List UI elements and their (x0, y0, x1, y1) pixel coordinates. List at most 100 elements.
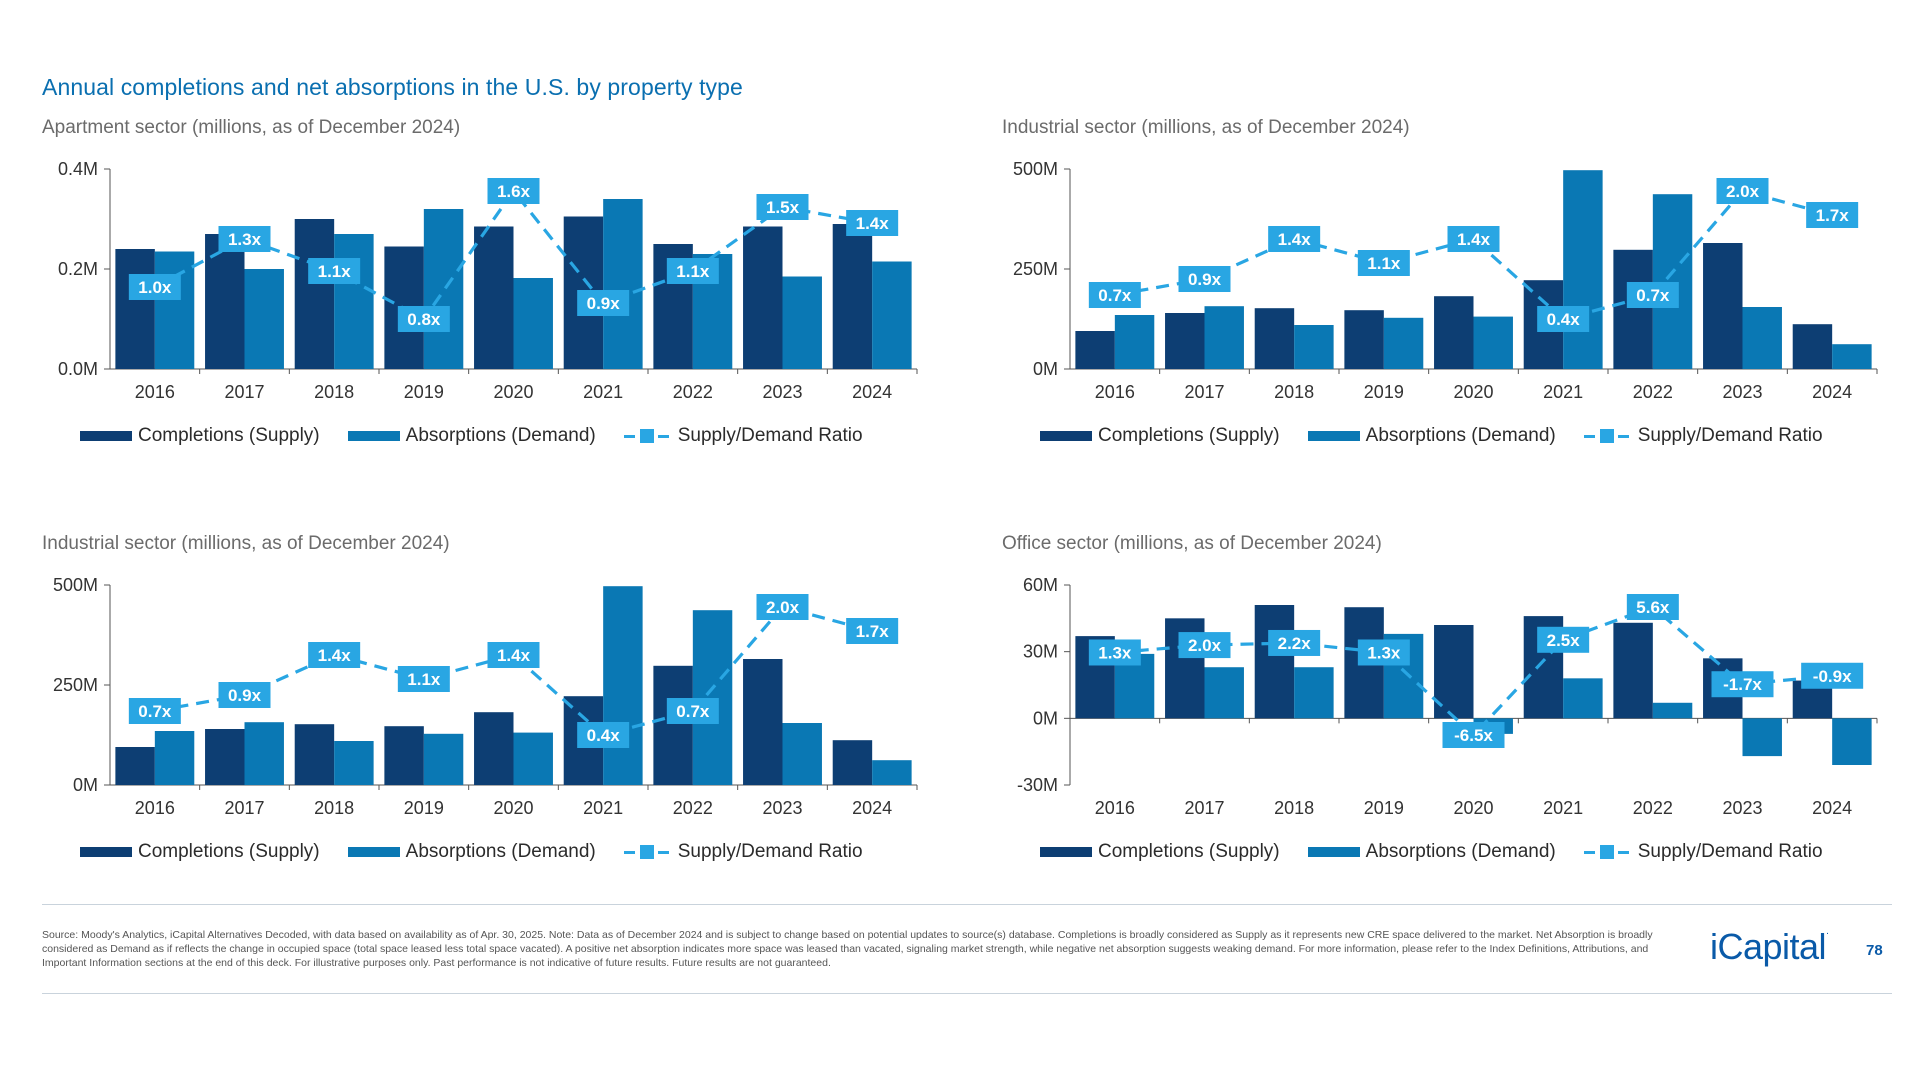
ratio-marker (397, 666, 450, 692)
legend-supply: Completions (Supply) (1040, 425, 1280, 447)
demand-bar (244, 269, 284, 369)
ratio-label: 2.0x (1188, 636, 1222, 655)
ratio-marker (1088, 639, 1141, 666)
ratio-marker (218, 682, 271, 708)
ratio-marker (1088, 282, 1141, 308)
demand-bar (1114, 315, 1155, 369)
footer-divider-top (42, 904, 1892, 905)
ratio-label: 1.7x (856, 622, 890, 641)
demand-bar (1832, 344, 1872, 369)
legend-ratio: Supply/Demand Ratio (1583, 841, 1823, 863)
x-tick-label: 2022 (673, 798, 713, 818)
demand-swatch (1307, 431, 1360, 441)
ratio-label: 2.0x (766, 598, 800, 617)
supply-bar (1165, 313, 1205, 369)
supply-bar (1254, 605, 1295, 719)
legend-ratio-label: Supply/Demand Ratio (1637, 841, 1823, 862)
ratio-label: 1.3x (1098, 643, 1132, 662)
icapital-logo: iCapital. (1710, 926, 1829, 967)
ratio-marker (846, 210, 899, 236)
demand-bar (872, 261, 912, 369)
supply-bar (653, 665, 693, 785)
ratio-marker (666, 698, 719, 724)
supply-bar (294, 724, 335, 785)
ratio-label: 1.4x (1278, 230, 1312, 249)
chart-subtitle: Industrial sector (millions, as of Decem… (1002, 117, 1410, 138)
ratio-marker (1178, 266, 1231, 292)
legend-supply: Completions (Supply) (80, 841, 320, 863)
x-tick-label: 2023 (762, 798, 802, 818)
ratio-label: 2.0x (1726, 182, 1760, 201)
supply-bar (743, 659, 783, 785)
x-tick-label: 2018 (314, 798, 354, 818)
demand-bar (423, 209, 464, 369)
supply-swatch (1040, 847, 1092, 857)
demand-bar (872, 760, 912, 785)
y-tick-label: 0M (73, 775, 98, 795)
ratio-label: 1.1x (407, 670, 441, 689)
supply-bar (1613, 622, 1653, 719)
ratio-swatch (623, 845, 670, 859)
demand-bar (603, 586, 643, 785)
ratio-label: 1.3x (1367, 643, 1401, 662)
legend-supply-label: Completions (Supply) (138, 425, 320, 446)
demand-bar (1473, 316, 1513, 369)
industrial-chart-top: 0M 250M 500M 2016 2017 2018 2019 2020 2021 2022 20… (1013, 159, 1878, 402)
supply-demand-ratio-line (1114, 605, 1833, 738)
x-tick-label: 2023 (762, 382, 802, 402)
ratio-label: 0.9x (587, 294, 621, 313)
demand-bar (244, 722, 284, 785)
x-tick-label: 2019 (1364, 798, 1404, 818)
y-tick-label: 0.2M (58, 259, 98, 279)
supply-demand-ratio-line (1114, 189, 1833, 321)
x-tick-label: 2016 (1095, 798, 1135, 818)
x-tick-label: 2021 (1543, 798, 1583, 818)
ratio-marker (1357, 639, 1410, 666)
demand-bar (1742, 718, 1782, 757)
supply-bar (832, 740, 873, 785)
ratio-marker (1442, 722, 1505, 748)
legend-ratio: Supply/Demand Ratio (1583, 425, 1823, 447)
x-tick-label: 2023 (1722, 382, 1762, 402)
ratio-marker (487, 642, 540, 668)
x-tick-label: 2024 (1812, 382, 1852, 402)
x-tick-label: 2019 (404, 382, 444, 402)
industrial-chart-bottom: 0M 250M 500M 2016 2017 2018 2019 2020 2021 2022 20… (53, 575, 918, 818)
ratio-label: 1.6x (497, 182, 531, 201)
ratio-marker (487, 178, 540, 204)
ratio-label: -6.5x (1454, 726, 1493, 745)
ratio-marker (1711, 671, 1774, 698)
ratio-swatch (1583, 429, 1630, 443)
demand-bar (1294, 325, 1334, 369)
demand-bar (334, 234, 374, 369)
demand-bar (1742, 307, 1782, 369)
y-tick-label: 500M (1013, 159, 1058, 179)
chart-legend: Completions (Supply) Absorptions (Demand… (80, 425, 891, 447)
demand-swatch (1307, 847, 1360, 857)
source-footnote: Source: Moody's Analytics, iCapital Alte… (42, 929, 1653, 969)
demand-bar (1563, 678, 1603, 719)
ratio-marker (1626, 594, 1679, 620)
y-tick-label: 0M (1033, 708, 1058, 728)
chart-legend: Completions (Supply) Absorptions (Demand… (1040, 425, 1851, 447)
ratio-label: 1.4x (856, 214, 890, 233)
y-tick-label: 0M (1033, 359, 1058, 379)
supply-swatch (1040, 431, 1092, 441)
x-tick-label: 2020 (493, 382, 533, 402)
legend-demand-label: Absorptions (Demand) (405, 841, 596, 862)
x-tick-label: 2020 (1453, 382, 1493, 402)
x-tick-label: 2020 (1453, 798, 1493, 818)
ratio-marker (1447, 226, 1500, 252)
ratio-label: 1.1x (318, 262, 352, 281)
x-tick-label: 2018 (1274, 382, 1314, 402)
page-title: Annual completions and net absorptions i… (42, 74, 743, 100)
demand-bar (1832, 718, 1872, 765)
y-tick-label: 250M (1013, 259, 1058, 279)
legend-demand: Absorptions (Demand) (1307, 425, 1556, 447)
ratio-label: 1.4x (318, 646, 352, 665)
supply-demand-ratio-line (154, 188, 873, 322)
ratio-label: 0.7x (1098, 286, 1132, 305)
supply-bar (832, 224, 873, 369)
y-tick-label: -30M (1017, 775, 1058, 795)
legend-demand-label: Absorptions (Demand) (1365, 841, 1556, 862)
